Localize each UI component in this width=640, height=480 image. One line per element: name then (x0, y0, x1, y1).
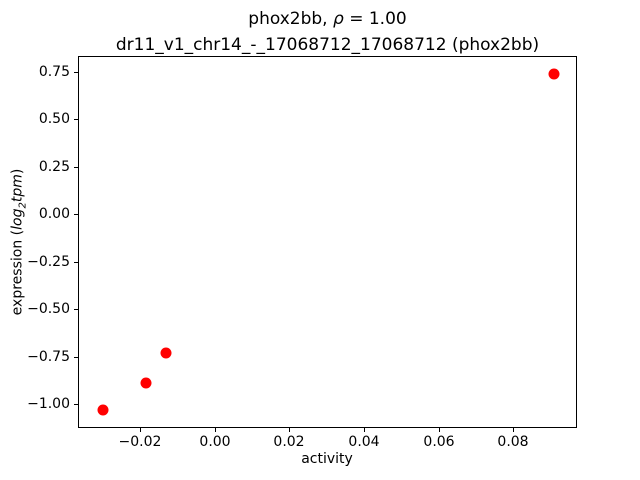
y-tick-label: 0.50 (38, 111, 70, 127)
data-point (140, 377, 152, 389)
ylabel-prefix: expression ( (9, 229, 26, 316)
title-gene-name: phox2bb, (248, 9, 333, 29)
y-tick-label: −0.50 (27, 301, 70, 317)
chart-title: phox2bb, ρ = 1.00 dr11_v1_chr14_-_170687… (78, 6, 577, 58)
ylabel-tpm-word: tpm (9, 174, 26, 203)
x-axis-tick (140, 428, 141, 432)
x-tick-label: 0.00 (199, 434, 231, 450)
rho-symbol: ρ (333, 9, 344, 29)
y-tick-label: 0.00 (38, 206, 70, 222)
y-axis-tick (74, 262, 78, 263)
x-axis-tick (215, 428, 216, 432)
y-tick-label: −0.25 (27, 254, 70, 270)
chart-title-line1: phox2bb, ρ = 1.00 (78, 6, 577, 32)
y-axis-tick (74, 119, 78, 120)
ylabel-log-word: log (9, 208, 26, 230)
y-tick-label: 0.25 (38, 159, 70, 175)
plot-area (78, 56, 577, 428)
data-point (548, 68, 560, 79)
x-tick-label: 0.08 (497, 434, 529, 450)
x-axis-tick (364, 428, 365, 432)
y-tick-label: −0.75 (27, 349, 70, 365)
x-axis-tick (439, 428, 440, 432)
x-tick-label: 0.02 (273, 434, 305, 450)
data-point (160, 347, 172, 359)
ylabel-suffix: ) (9, 168, 26, 175)
y-axis-tick (74, 167, 78, 168)
x-tick-label: 0.04 (348, 434, 380, 450)
y-tick-label: −1.00 (27, 396, 70, 412)
y-axis-tick (74, 309, 78, 310)
y-axis-tick (74, 214, 78, 215)
ylabel-log-subscript: 2 (17, 202, 29, 209)
y-axis-tick (74, 357, 78, 358)
y-tick-label: 0.75 (38, 64, 70, 80)
chart-title-line2: dr11_v1_chr14_-_17068712_17068712 (phox2… (115, 35, 540, 55)
title-rho-value: = 1.00 (343, 9, 407, 29)
y-axis-tick (74, 404, 78, 405)
x-tick-label: −0.02 (118, 434, 162, 450)
x-axis-tick (513, 428, 514, 432)
x-axis-label: activity (301, 451, 353, 467)
y-axis-tick (74, 72, 78, 73)
data-point (97, 404, 109, 416)
y-axis-label: expression (log2tpm) (10, 169, 29, 316)
x-tick-label: 0.06 (423, 434, 455, 450)
x-axis-tick (289, 428, 290, 432)
